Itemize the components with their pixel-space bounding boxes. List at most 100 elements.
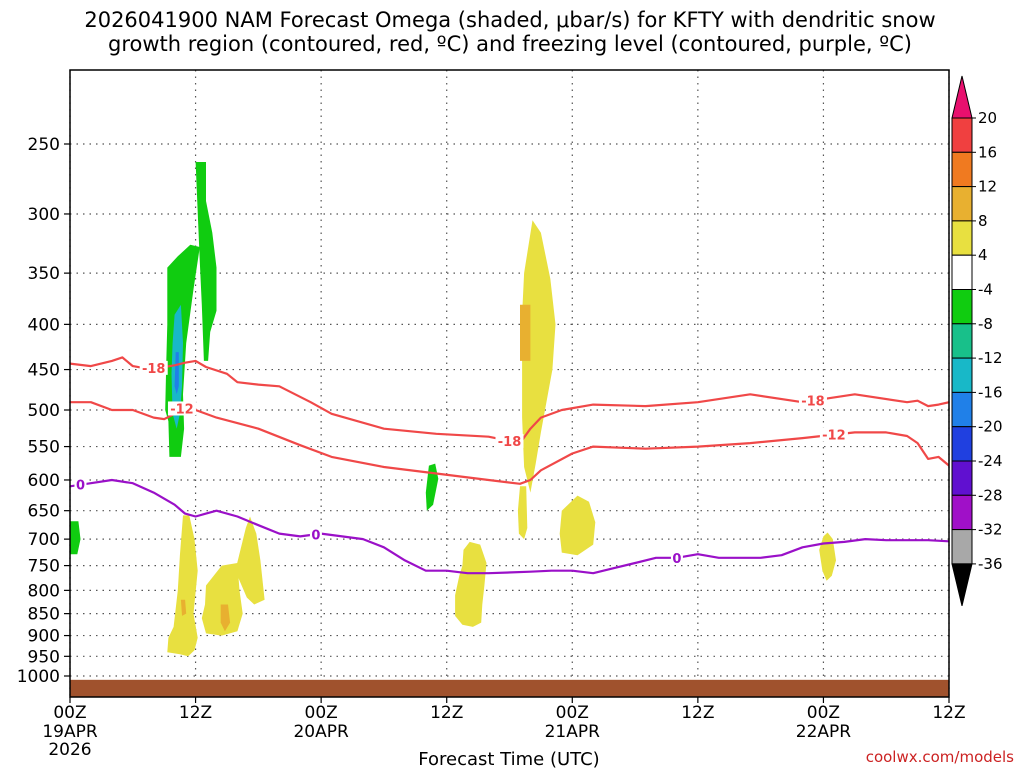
x-tick-label: 00Z bbox=[807, 703, 840, 723]
contour-label: -12 bbox=[822, 429, 846, 444]
contour-label: -18 bbox=[142, 362, 166, 377]
contour-label: 0 bbox=[672, 552, 681, 567]
omega-shading bbox=[70, 162, 836, 657]
colorbar-label: -24 bbox=[978, 452, 1003, 470]
contour-label-bg bbox=[139, 360, 168, 375]
colorbar-swatch bbox=[951, 357, 973, 393]
y-tick-label: 1000 bbox=[17, 667, 60, 687]
x-tick-label: 12Z bbox=[179, 703, 212, 723]
contour-label: -18 bbox=[498, 435, 522, 450]
contour-label-bg bbox=[167, 401, 196, 416]
colorbar-label: -32 bbox=[978, 521, 1003, 539]
omega-yellow-blob-mid bbox=[455, 541, 487, 627]
contour-label-bg bbox=[670, 550, 683, 565]
omega-green-top-plume bbox=[195, 162, 217, 361]
x-axis-label: Forecast Time (UTC) bbox=[418, 749, 599, 768]
omega-green-small-mid bbox=[425, 463, 439, 511]
omega-orange-tall-core bbox=[520, 304, 531, 361]
colorbar-swatch bbox=[951, 426, 973, 462]
x-tick-date: 21APR bbox=[545, 722, 601, 742]
y-tick-label: 350 bbox=[28, 264, 60, 284]
contour-label: 0 bbox=[76, 479, 85, 494]
colorbar-label: 16 bbox=[978, 143, 997, 161]
contour-label-bg bbox=[798, 393, 827, 408]
omega-yellow-tall-column bbox=[522, 220, 556, 493]
x-tick-label: 00Z bbox=[53, 703, 86, 723]
x-tick-date: 20APR bbox=[293, 722, 349, 742]
chart-title-line2: growth region (contoured, red, ºC) and f… bbox=[108, 32, 912, 56]
colorbar-swatch bbox=[951, 117, 973, 153]
colorbar-label: -8 bbox=[978, 315, 993, 333]
contour-minus-12 bbox=[70, 401, 949, 485]
colorbar-swatch bbox=[951, 289, 973, 325]
y-tick-label: 250 bbox=[28, 135, 60, 155]
colorbar-swatch bbox=[951, 494, 973, 531]
y-tick-label: 750 bbox=[28, 557, 60, 577]
omega-orange-spot-b bbox=[220, 604, 231, 632]
y-tick-label: 800 bbox=[28, 581, 60, 601]
colorbar-label: 12 bbox=[978, 178, 997, 196]
colorbar-label: -12 bbox=[978, 349, 1003, 367]
colorbar-swatch bbox=[951, 186, 973, 222]
colorbar-swatch bbox=[951, 254, 973, 290]
omega-yellow-mid-blob bbox=[201, 563, 243, 636]
colorbar-label: 20 bbox=[978, 109, 997, 127]
y-tick-label: 950 bbox=[28, 647, 60, 667]
colorbar: 20 16 12 8 4 -4 -8 -12 -16 -20 -24 -28 -32 -36 bbox=[951, 75, 1003, 607]
contour-zero bbox=[70, 478, 949, 575]
contour-label-bg bbox=[819, 427, 848, 442]
omega-green-small-left bbox=[70, 521, 81, 555]
colorbar-swatch bbox=[951, 529, 973, 565]
y-tick-label: 500 bbox=[28, 401, 60, 421]
x-tick-year: 2026 bbox=[48, 740, 91, 760]
chart-title-line1: 2026041900 NAM Forecast Omega (shaded, μ… bbox=[84, 8, 935, 32]
omega-blue-core bbox=[174, 352, 179, 395]
surface-terrain bbox=[70, 679, 949, 697]
y-tick-label: 450 bbox=[28, 361, 60, 381]
colorbar-label: 8 bbox=[978, 212, 988, 230]
x-tick-label: 12Z bbox=[430, 703, 463, 723]
colorbar-swatch bbox=[951, 323, 973, 359]
y-tick-label: 600 bbox=[28, 471, 60, 491]
omega-yellow-blob-right bbox=[559, 495, 596, 556]
colorbar-label: -16 bbox=[978, 383, 1003, 401]
colorbar-swatch bbox=[951, 220, 973, 256]
contour-label-bg bbox=[309, 527, 322, 542]
contour-label: -18 bbox=[801, 395, 825, 410]
omega-orange-spot-a bbox=[180, 599, 187, 616]
contour-label-bg bbox=[74, 477, 87, 492]
y-tick-label: 900 bbox=[28, 627, 60, 647]
colorbar-label: 4 bbox=[978, 246, 988, 264]
omega-yellow-small-under bbox=[517, 486, 528, 540]
surface-band bbox=[70, 679, 949, 697]
contour-label: -12 bbox=[170, 402, 194, 417]
colorbar-label: -36 bbox=[978, 555, 1003, 573]
contour-label-bg bbox=[495, 433, 524, 448]
x-tick-date: 22APR bbox=[796, 722, 852, 742]
y-axis: 2503003504004505005506006507007508008509… bbox=[17, 135, 70, 687]
colorbar-label: -4 bbox=[978, 281, 993, 299]
contour-label: 0 bbox=[311, 528, 320, 543]
y-tick-label: 850 bbox=[28, 605, 60, 625]
colorbar-label: -20 bbox=[978, 418, 1003, 436]
x-tick-label: 12Z bbox=[932, 703, 965, 723]
y-tick-label: 650 bbox=[28, 502, 60, 522]
y-tick-label: 400 bbox=[28, 315, 60, 335]
y-tick-label: 550 bbox=[28, 438, 60, 458]
x-tick-label: 12Z bbox=[681, 703, 714, 723]
omega-yellow-right-blob bbox=[235, 516, 265, 605]
y-tick-label: 300 bbox=[28, 205, 60, 225]
x-tick-label: 00Z bbox=[556, 703, 589, 723]
colorbar-swatch bbox=[951, 460, 973, 496]
colorbar-swatch bbox=[951, 151, 973, 188]
colorbar-swatch bbox=[951, 391, 973, 428]
x-tick-date: 19APR bbox=[42, 722, 98, 742]
omega-yellow-col-left bbox=[167, 515, 198, 657]
x-tick-label: 00Z bbox=[305, 703, 338, 723]
y-tick-label: 700 bbox=[28, 530, 60, 550]
colorbar-arrow-top bbox=[951, 75, 973, 119]
contour-labels: -18 -18 -18 -12 -12 0 0 0 bbox=[74, 360, 848, 567]
colorbar-label: -28 bbox=[978, 486, 1003, 504]
